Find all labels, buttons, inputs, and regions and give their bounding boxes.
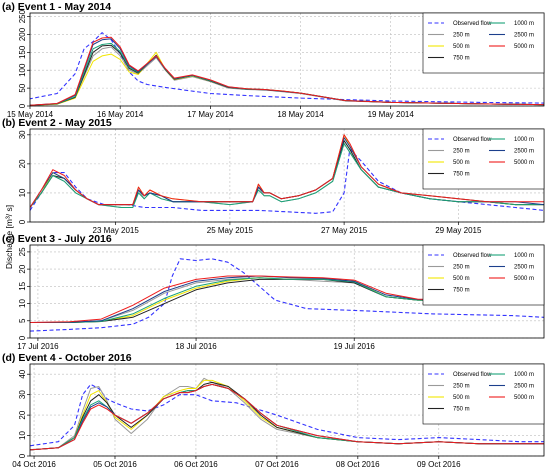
x-tick-label: 04 Oct 2016	[12, 460, 56, 469]
y-tick-label: 0	[18, 453, 27, 458]
y-tick-label: 15	[18, 281, 27, 290]
x-tick-label: 05 Oct 2016	[93, 460, 137, 469]
legend: Observed flow 250 m 500 m 750 m 1000 m 2500 m…	[422, 363, 545, 425]
legend-label-500-m: 500 m	[453, 160, 470, 166]
x-tick-label: 08 Oct 2016	[336, 460, 380, 469]
legend-label-2500-m: 2500 m	[514, 33, 534, 39]
y-tick-label: 0	[18, 103, 27, 108]
x-tick-label: 06 Oct 2016	[174, 460, 218, 469]
legend-label-250-m: 250 m	[453, 384, 470, 390]
x-tick-label: 17 Jul 2016	[17, 342, 59, 351]
legend-label-500-m: 500 m	[453, 395, 470, 401]
x-tick-label: 18 Jul 2016	[175, 342, 217, 351]
panel-4: (d) Event 4 - October 2016 0 10 20 30 40 04 Oc…	[2, 352, 545, 469]
legend: Observed flow 250 m 500 m 750 m 1000 m 2500 m…	[422, 244, 545, 306]
legend-label-2500-m: 2500 m	[514, 149, 534, 155]
legend-label-5000-m: 5000 m	[514, 276, 534, 282]
legend-label-250-m: 250 m	[453, 33, 470, 39]
y-tick-label: 40	[18, 369, 27, 378]
legend-label-1000-m: 1000 m	[514, 372, 534, 378]
panel-3: (c) Event 3 - July 2016 0 5 10 15 20 25 17 Jul …	[2, 233, 545, 351]
panel-1: (a) Event 1 - May 2014 0 50 100 150 200 250 15 …	[2, 1, 545, 119]
legend-label-observed-flow: Observed flow	[453, 253, 492, 259]
legend-label-5000-m: 5000 m	[514, 44, 534, 50]
legend: Observed flow 250 m 500 m 750 m 1000 m 2500 m…	[422, 128, 545, 190]
x-tick-label: 17 May 2014	[187, 110, 234, 119]
panel-title: (c) Event 3 - July 2016	[2, 233, 112, 245]
x-tick-label: 09 Oct 2016	[417, 460, 461, 469]
x-tick-label: 27 May 2015	[321, 226, 368, 235]
legend-label-observed-flow: Observed flow	[453, 21, 492, 27]
legend-label-2500-m: 2500 m	[514, 384, 534, 390]
y-tick-label: 20	[18, 264, 27, 273]
legend-label-5000-m: 5000 m	[514, 395, 534, 401]
panel-title: (d) Event 4 - October 2016	[2, 352, 132, 364]
series-group	[30, 32, 544, 106]
x-tick-label: 19 May 2014	[368, 110, 415, 119]
legend-label-2500-m: 2500 m	[514, 265, 534, 271]
legend-label-750-m: 750 m	[453, 172, 470, 178]
legend-label-observed-flow: Observed flow	[453, 372, 492, 378]
panel-title: (a) Event 1 - May 2014	[2, 1, 111, 13]
y-tick-label: 25	[18, 247, 27, 256]
series-line-observed-flow	[30, 383, 544, 447]
legend-label-1000-m: 1000 m	[514, 137, 534, 143]
legend-label-1000-m: 1000 m	[514, 253, 534, 259]
y-tick-label: 10	[18, 299, 27, 308]
legend-label-250-m: 250 m	[453, 149, 470, 155]
legend-label-1000-m: 1000 m	[514, 21, 534, 27]
series-group	[30, 134, 544, 214]
y-axis-label: Discharge [m³/ s]	[4, 205, 14, 269]
x-tick-label: 16 May 2014	[97, 110, 144, 119]
legend-label-750-m: 750 m	[453, 288, 470, 294]
y-tick-label: 20	[18, 410, 27, 419]
legend-label-observed-flow: Observed flow	[453, 137, 492, 143]
x-tick-label: 25 May 2015	[207, 226, 254, 235]
legend-label-500-m: 500 m	[453, 276, 470, 282]
series-line-5000-m	[30, 134, 544, 208]
legend-label-5000-m: 5000 m	[514, 160, 534, 166]
series-line-5000-m	[30, 383, 544, 451]
y-tick-label: 50	[18, 83, 27, 92]
x-tick-label: 07 Oct 2016	[255, 460, 299, 469]
x-tick-label: 23 May 2015	[93, 226, 140, 235]
x-tick-label: 19 Jul 2016	[334, 342, 376, 351]
y-tick-label: 0	[18, 219, 27, 224]
y-tick-label: 150	[18, 45, 27, 59]
y-tick-label: 10	[18, 431, 27, 440]
y-tick-label: 20	[18, 159, 27, 168]
y-tick-label: 5	[18, 318, 27, 323]
series-line-5000-m	[30, 36, 544, 106]
panel-2: (b) Event 2 - May 2015 0 10 20 30 23 May 2015…	[2, 117, 545, 235]
legend-label-750-m: 750 m	[453, 56, 470, 62]
y-tick-label: 0	[18, 335, 27, 340]
legend-label-250-m: 250 m	[453, 265, 470, 271]
y-tick-label: 250	[18, 9, 27, 23]
y-tick-label: 10	[18, 188, 27, 197]
legend: Observed flow 250 m 500 m 750 m 1000 m 2500 m…	[422, 12, 545, 74]
series-line-observed-flow	[30, 258, 544, 332]
y-tick-label: 30	[18, 390, 27, 399]
series-line-observed-flow	[30, 32, 544, 104]
y-tick-label: 30	[18, 130, 27, 139]
panel-title: (b) Event 2 - May 2015	[2, 117, 112, 129]
series-group	[30, 377, 544, 451]
y-tick-label: 100	[18, 63, 27, 77]
x-tick-label: 29 May 2015	[435, 226, 482, 235]
y-tick-label: 200	[18, 27, 27, 41]
legend-label-750-m: 750 m	[453, 407, 470, 413]
legend-label-500-m: 500 m	[453, 44, 470, 50]
x-tick-label: 18 May 2014	[277, 110, 324, 119]
x-tick-label: 15 May 2014	[7, 110, 54, 119]
